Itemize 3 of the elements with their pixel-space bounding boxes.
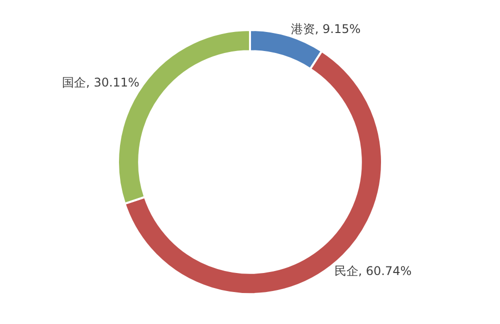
slice-label: 国企, 30.11% — [62, 75, 140, 90]
slice-label: 民企, 60.74% — [334, 264, 412, 278]
slice-label: 港资, 9.15% — [290, 22, 361, 36]
